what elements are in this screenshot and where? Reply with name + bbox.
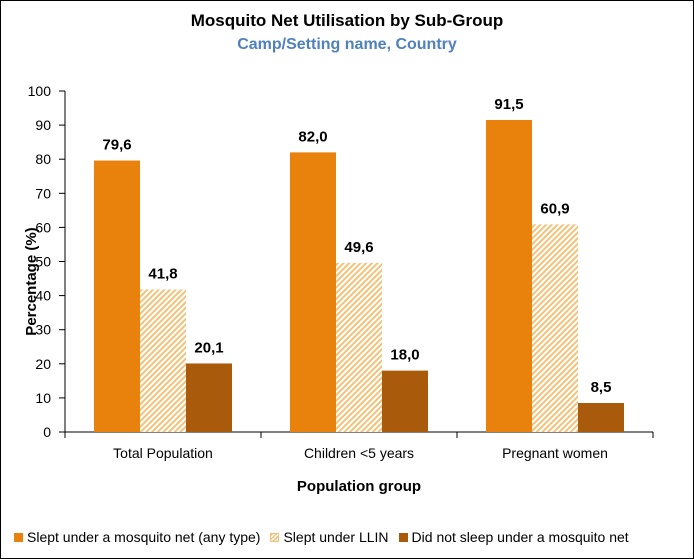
y-tick-label: 0 <box>43 424 51 440</box>
data-label: 41,8 <box>148 265 177 282</box>
bar <box>290 152 336 432</box>
bar <box>486 119 532 433</box>
bar <box>578 403 624 432</box>
y-axis-label: Percentage (%) <box>23 227 40 335</box>
bar <box>382 370 428 432</box>
x-tick-label: Pregnant women <box>502 445 608 461</box>
data-label: 82,0 <box>298 128 327 145</box>
y-tick-label: 20 <box>35 356 51 372</box>
chart-title: Mosquito Net Utilisation by Sub-Group <box>190 11 504 30</box>
legend-label-any-net: Slept under a mosquito net (any type) <box>27 529 261 545</box>
chart-legend: Slept under a mosquito net (any type) Sl… <box>14 527 684 547</box>
y-tick-label: 100 <box>28 83 52 99</box>
legend-swatch-any-net <box>14 532 23 542</box>
data-label: 8,5 <box>591 379 612 396</box>
bar <box>532 224 578 432</box>
y-tick-label: 30 <box>35 322 51 338</box>
x-tick-label: Total Population <box>113 445 213 461</box>
bar <box>186 363 232 432</box>
data-label: 18,0 <box>390 347 419 364</box>
data-label: 91,5 <box>494 96 523 113</box>
y-tick-label: 10 <box>35 390 51 406</box>
legend-swatch-llin <box>270 532 280 542</box>
legend-label-no-net: Did not sleep under a mosquito net <box>411 529 629 545</box>
y-tick-label: 90 <box>35 117 51 133</box>
bar <box>140 289 186 432</box>
y-tick-label: 70 <box>35 185 51 201</box>
data-label: 20,1 <box>194 339 223 356</box>
chart-subtitle: Camp/Setting name, Country <box>237 36 457 53</box>
legend-label-llin: Slept under LLIN <box>283 529 389 545</box>
legend-swatch-no-net <box>398 532 408 542</box>
y-tick-label: 60 <box>35 219 51 235</box>
legend-item-no-net: Did not sleep under a mosquito net <box>398 529 629 545</box>
data-label: 49,6 <box>344 239 373 256</box>
legend-item-any-net: Slept under a mosquito net (any type) <box>14 529 260 545</box>
y-tick-label: 80 <box>35 151 51 167</box>
x-tick-label: Children <5 years <box>304 445 414 461</box>
bar <box>336 262 382 432</box>
bar <box>94 160 140 432</box>
data-label: 79,6 <box>102 137 131 154</box>
data-label: 60,9 <box>540 200 569 217</box>
y-tick-label: 40 <box>35 288 51 304</box>
x-axis-label: Population group <box>297 478 421 495</box>
y-tick-label: 50 <box>35 254 51 270</box>
legend-item-llin: Slept under LLIN <box>270 529 389 545</box>
